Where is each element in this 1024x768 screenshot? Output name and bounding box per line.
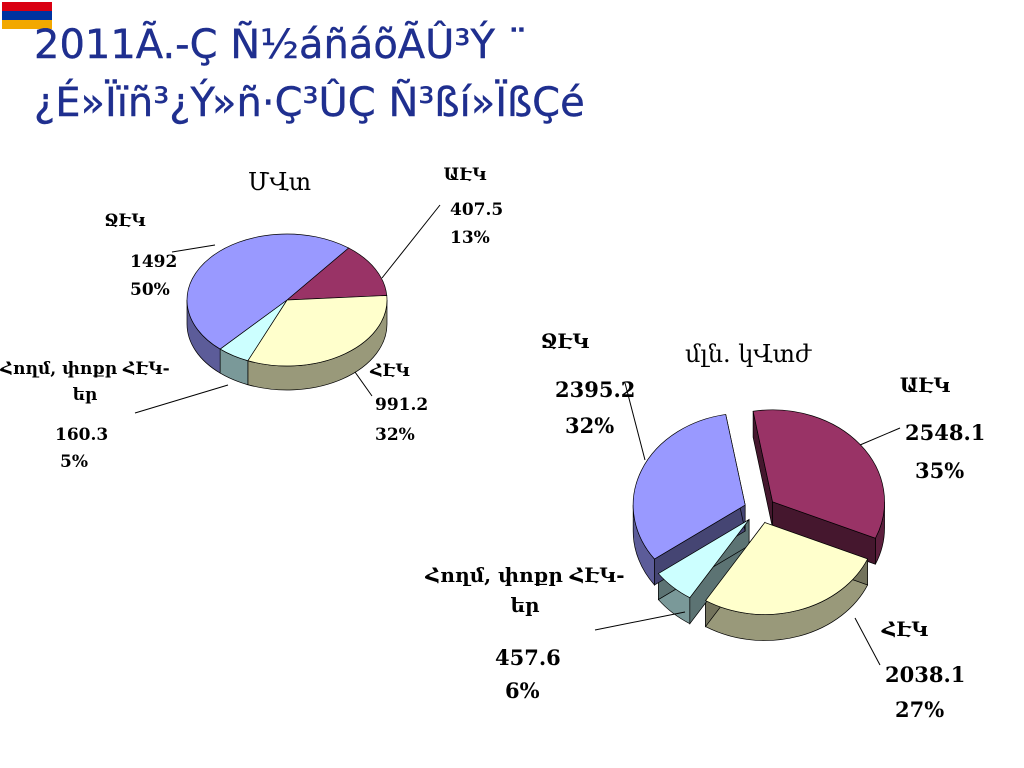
category-label: Հողմ, փոքր ՀԷԿ-եր [0, 359, 170, 405]
category-label: ՀԷԿ [881, 617, 929, 641]
category-label: Հողմ, փոքր ՀԷԿ-եր [425, 563, 625, 617]
pie [186, 233, 388, 391]
percent-label: 6% [505, 678, 540, 703]
percent-label: 35% [915, 458, 964, 483]
flag [2, 2, 52, 29]
percent-label: 5% [60, 452, 88, 472]
pie-slice [704, 522, 869, 615]
pie-slice [285, 247, 388, 301]
pie-slice [247, 295, 388, 367]
leader-line [854, 617, 881, 666]
value-label: 1492 [130, 252, 177, 272]
leader-line [859, 427, 901, 446]
percent-label: 32% [565, 413, 614, 438]
percent-label: 32% [375, 425, 415, 445]
percent-label: 27% [895, 697, 944, 722]
value-label: 2038.1 [885, 662, 965, 687]
slide-title: ¿É»Ïïñ³¿Ý»ñ·Ç³ÛÇ Ñ³ßí»ÏßÇé [34, 78, 585, 126]
pie-slice [657, 519, 750, 599]
value-label: 2548.1 [905, 420, 985, 445]
leader-line [171, 244, 216, 253]
category-label: ԱԷԿ [443, 165, 487, 185]
category-label: Հողմ, փոքր ՀԷԿ-եր [0, 359, 170, 405]
value-label: 991.2 [375, 395, 428, 415]
leader-line [354, 371, 373, 397]
category-label: ՋԷԿ [540, 329, 590, 353]
category-label: ԱԷԿ [443, 165, 487, 185]
slide-title: 2011Ã.-Ç Ñ½áñáõÃÛ³Ý ¨ [34, 20, 528, 68]
percent-label: 13% [450, 228, 490, 248]
value-label: 407.5 [450, 200, 503, 220]
category-label: ՋԷԿ [104, 211, 146, 231]
category-label: ՋԷԿ [104, 211, 146, 231]
pie [632, 409, 885, 641]
pie-slice [186, 233, 350, 350]
value-label: 457.6 [495, 645, 561, 670]
category-label: ՀԷԿ [370, 361, 410, 381]
chart-title: ՄՎտ [248, 168, 311, 196]
percent-label: 50% [130, 280, 170, 300]
leader-line [134, 384, 229, 414]
category-label: Հողմ, փոքր ՀԷԿ-եր [425, 563, 625, 617]
category-label: ԱԷԿ [899, 373, 951, 397]
category-label: ՋԷԿ [540, 329, 590, 353]
leader-line [381, 204, 441, 279]
pie-slice [632, 414, 746, 560]
value-label: 2395.2 [555, 377, 635, 402]
category-label: ԱԷԿ [899, 373, 951, 397]
category-label: ՀԷԿ [370, 361, 410, 381]
category-label: ՀԷԿ [881, 617, 929, 641]
leader-line [594, 611, 686, 631]
chart-title: մլն. կՎտժ [685, 340, 812, 368]
leader-line [624, 382, 646, 461]
value-label: 160.3 [55, 425, 108, 445]
